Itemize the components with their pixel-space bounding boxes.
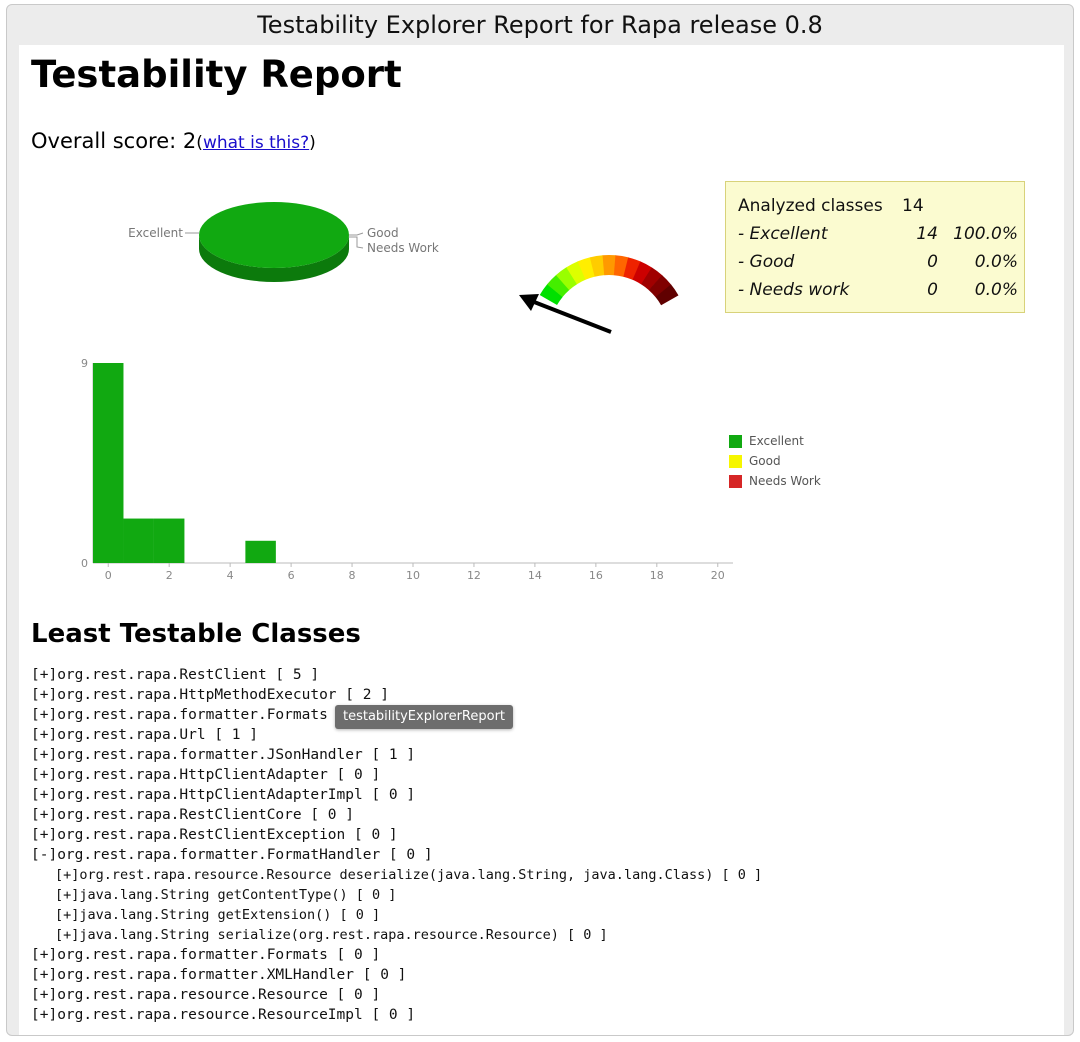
stats-analyzed-count: 14 <box>902 196 924 216</box>
tooltip: testabilityExplorerReport <box>335 705 514 729</box>
tree-item[interactable]: [-]org.rest.rapa.formatter.FormatHandler… <box>31 847 433 863</box>
histogram-bar <box>123 518 154 563</box>
pie-label-leader <box>349 232 364 236</box>
gauge-segment <box>602 255 616 276</box>
pie-label-leader <box>349 236 364 249</box>
tree-item[interactable]: [+]org.rest.rapa.resource.ResourceImpl [… <box>31 1007 416 1023</box>
x-tick-label: 0 <box>105 569 112 582</box>
stats-needs-work-pct: 0.0% <box>974 280 1018 300</box>
legend-item-good: Good <box>729 451 821 471</box>
gauge-segment <box>648 275 672 298</box>
x-tick-label: 20 <box>711 569 725 582</box>
gauge-segment <box>641 267 663 291</box>
x-tick-label: 6 <box>288 569 295 582</box>
tree-item[interactable]: [+]org.rest.rapa.HttpMethodExecutor [ 2 … <box>31 687 389 703</box>
x-tick-label: 18 <box>650 569 664 582</box>
window-title: Testability Explorer Report for Rapa rel… <box>257 11 823 39</box>
stats-needs-work-count: 0 <box>927 280 938 300</box>
score-gauge <box>519 255 679 334</box>
stats-analyzed-label: Analyzed classes <box>738 196 883 216</box>
stats-analyzed-pct <box>946 192 1018 220</box>
histogram-legend: Excellent Good Needs Work <box>729 431 821 491</box>
x-tick-label: 2 <box>166 569 173 582</box>
legend-label-excellent: Excellent <box>749 434 804 448</box>
stats-row-needs-work: - Needs work 0 0.0% <box>738 276 1018 304</box>
x-tick-label: 14 <box>528 569 542 582</box>
tree-item[interactable]: [+]org.rest.rapa.RestClient [ 5 ] <box>31 667 320 683</box>
class-stats-table: Analyzed classes 14 - Excellent 14 100.0… <box>738 192 1018 304</box>
gauge-segment <box>632 261 653 285</box>
gauge-segment <box>555 267 578 291</box>
tree-child-item[interactable]: [+]java.lang.String getExtension() [ 0 ] <box>55 907 381 923</box>
stats-good-label: - Good <box>738 252 795 272</box>
stats-good-pct: 0.0% <box>974 252 1018 272</box>
gauge-segment <box>589 255 605 277</box>
gauge-needle <box>528 298 612 334</box>
legend-swatch-good <box>729 454 742 468</box>
pie-slice-side <box>199 235 349 282</box>
stats-excellent-count: 14 <box>916 224 938 244</box>
tree-child-item[interactable]: [+]org.rest.rapa.resource.Resource deser… <box>55 867 763 883</box>
stats-row-excellent: - Excellent 14 100.0% <box>738 220 1018 248</box>
tree-item[interactable]: [+]org.rest.rapa.HttpClientAdapter [ 0 ] <box>31 767 381 783</box>
tree-item[interactable]: [+]org.rest.rapa.formatter.JSonHandler [… <box>31 747 416 763</box>
tree-item[interactable]: [+]org.rest.rapa.Url [ 1 ] <box>31 727 258 743</box>
tree-item[interactable]: [+]org.rest.rapa.formatter.XMLHandler [ … <box>31 967 407 983</box>
class-stats-box: Analyzed classes 14 - Excellent 14 100.0… <box>725 181 1025 313</box>
browser-window: Testability Explorer Report for Rapa rel… <box>6 4 1074 1036</box>
stats-excellent-label: - Excellent <box>738 224 828 244</box>
histogram-bar <box>93 363 124 563</box>
overall-score-value: 2 <box>182 129 197 153</box>
overall-score: Overall score: 2(what is this?) <box>31 129 316 153</box>
y-tick-label: 0 <box>81 557 88 570</box>
stats-needs-work-label: - Needs work <box>738 280 850 300</box>
pie-label: Excellent <box>128 226 183 240</box>
x-tick-label: 12 <box>467 569 481 582</box>
x-tick-label: 16 <box>589 569 603 582</box>
histogram-bar <box>153 518 185 563</box>
help-close-paren: ) <box>309 133 316 153</box>
tree-item[interactable]: [+]org.rest.rapa.resource.Resource [ 0 ] <box>31 987 381 1003</box>
stats-good-count: 0 <box>927 252 938 272</box>
stats-row-analyzed: Analyzed classes 14 <box>738 192 1018 220</box>
least-testable-heading: Least Testable Classes <box>31 619 361 649</box>
help-open-paren: ( <box>196 133 203 153</box>
what-is-this-link[interactable]: what is this? <box>202 133 310 153</box>
tree-child-item[interactable]: [+]java.lang.String serialize(org.rest.r… <box>55 927 608 943</box>
gauge-segment <box>655 284 679 306</box>
legend-swatch-needs-work <box>729 474 742 488</box>
gauge-segment <box>547 274 570 298</box>
least-testable-tree: [+]org.rest.rapa.RestClient [ 5 ] [+]org.… <box>31 665 762 1025</box>
stats-excellent-pct: 100.0% <box>953 224 1018 244</box>
tree-item[interactable]: [+]org.rest.rapa.formatter.Formats [ 0 ] <box>31 947 381 963</box>
gauge-segment <box>539 284 563 305</box>
gauge-segment <box>623 257 641 280</box>
legend-item-needs-work: Needs Work <box>729 471 821 491</box>
overall-score-label: Overall score: <box>31 129 177 153</box>
legend-label-good: Good <box>749 454 781 468</box>
tree-item[interactable]: [+]org.rest.rapa.RestClientException [ 0… <box>31 827 398 843</box>
legend-label-needs-work: Needs Work <box>749 474 821 488</box>
stats-row-good: - Good 0 0.0% <box>738 248 1018 276</box>
legend-swatch-excellent <box>729 434 742 448</box>
report-page[interactable]: Testability Report Overall score: 2(what… <box>19 45 1064 1035</box>
histogram-bar <box>245 540 276 563</box>
score-histogram: 0 2 4 6 8 10 12 14 16 18 20 0 9 <box>81 357 733 582</box>
tree-child-item[interactable]: [+]java.lang.String getContentType() [ 0… <box>55 887 397 903</box>
page-title: Testability Report <box>31 53 402 96</box>
x-tick-label: 4 <box>227 569 234 582</box>
pie-label: Good <box>367 226 399 240</box>
gauge-segment <box>577 257 595 280</box>
tree-item[interactable]: [+]org.rest.rapa.HttpClientAdapterImpl [… <box>31 787 416 803</box>
gauge-segment <box>566 261 586 285</box>
x-tick-label: 10 <box>406 569 420 582</box>
x-tick-label: 8 <box>349 569 356 582</box>
y-tick-label: 9 <box>81 357 88 370</box>
tree-item[interactable]: [+]org.rest.rapa.RestClientCore [ 0 ] <box>31 807 355 823</box>
pie-label: Needs Work <box>367 241 439 255</box>
legend-item-excellent: Excellent <box>729 431 821 451</box>
gauge-needle-tip <box>519 294 539 311</box>
pie-slice-excellent <box>199 202 349 268</box>
